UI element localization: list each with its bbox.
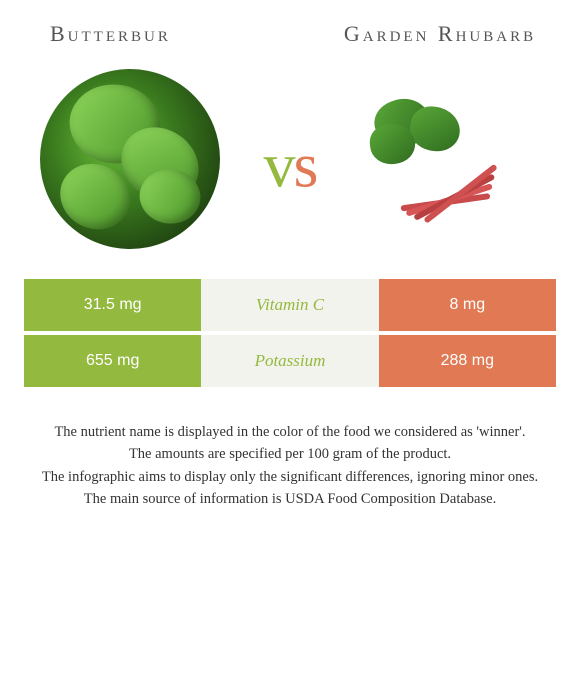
nutrient-row: 655 mgPotassium288 mg <box>24 335 556 387</box>
nutrient-table: 31.5 mgVitamin C8 mg655 mgPotassium288 m… <box>0 279 580 387</box>
nutrient-left-value: 655 mg <box>24 335 201 387</box>
nutrient-row: 31.5 mgVitamin C8 mg <box>24 279 556 331</box>
nutrient-name: Potassium <box>201 335 378 387</box>
notes-block: The nutrient name is displayed in the co… <box>0 391 580 511</box>
nutrient-left-value: 31.5 mg <box>24 279 201 331</box>
food-title-left: Butterbur <box>40 20 240 49</box>
nutrient-right-value: 288 mg <box>379 335 556 387</box>
note-line: The infographic aims to display only the… <box>24 466 556 488</box>
header-row: Butterbur Garden Rhubarb <box>0 0 580 59</box>
images-row: vs <box>0 59 580 279</box>
note-line: The nutrient name is displayed in the co… <box>24 421 556 443</box>
note-line: The amounts are specified per 100 gram o… <box>24 443 556 465</box>
food-image-right <box>360 99 540 219</box>
nutrient-right-value: 8 mg <box>379 279 556 331</box>
nutrient-name: Vitamin C <box>201 279 378 331</box>
vs-label: vs <box>264 128 317 202</box>
note-line: The main source of information is USDA F… <box>24 488 556 510</box>
food-image-left <box>40 69 220 249</box>
food-title-right: Garden Rhubarb <box>340 20 540 49</box>
